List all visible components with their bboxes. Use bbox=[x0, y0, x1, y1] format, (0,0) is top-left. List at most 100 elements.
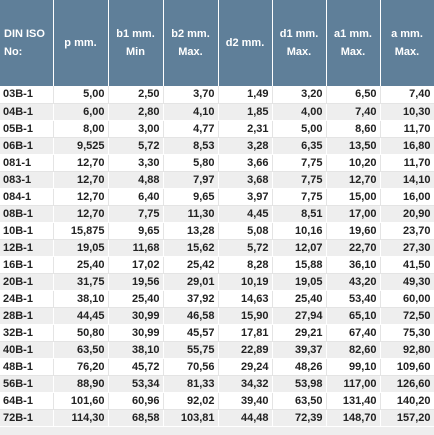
dimension-cell: 67,40 bbox=[326, 324, 381, 342]
dimension-cell: 60,96 bbox=[108, 392, 164, 410]
table-row: 081-1 12,70 3,30 5,80 3,66 7,75 10,20 11,70 bbox=[0, 154, 434, 172]
dimension-cell: 17,00 bbox=[326, 205, 381, 223]
dimension-cell: 12,70 bbox=[53, 154, 109, 172]
header-text: d2 mm. bbox=[225, 37, 265, 49]
dimension-cell: 157,20 bbox=[380, 409, 434, 427]
table-row: 48B-1 76,20 45,72 70,56 29,24 48,26 99,10 109,6… bbox=[0, 358, 434, 376]
chain-number: 48B-1 bbox=[0, 358, 54, 376]
chain-number: 04B-1 bbox=[0, 103, 54, 121]
dimension-cell: 8,53 bbox=[163, 137, 219, 155]
dimension-cell: 22,70 bbox=[326, 239, 381, 257]
dimension-cell: 12,70 bbox=[53, 188, 109, 206]
dimension-cell: 65,10 bbox=[326, 307, 381, 325]
dimension-cell: 76,20 bbox=[53, 358, 109, 376]
dimension-cell: 3,28 bbox=[218, 137, 273, 155]
dimension-cell: 3,66 bbox=[218, 154, 273, 172]
header-text: a1 mm. bbox=[334, 28, 372, 40]
dimension-cell: 16,00 bbox=[380, 188, 434, 206]
table-row: 12B-1 19,05 11,68 15,62 5,72 12,07 22,70 27,30 bbox=[0, 239, 434, 257]
dimension-cell: 25,40 bbox=[53, 256, 109, 274]
dimension-cell: 68,58 bbox=[108, 409, 164, 427]
dimension-cell: 11,70 bbox=[380, 154, 434, 172]
header-text: Min bbox=[126, 46, 145, 58]
dimension-cell: 5,72 bbox=[218, 239, 273, 257]
dimension-cell: 2,31 bbox=[218, 120, 273, 138]
table-row: 40B-1 63,50 38,10 55,75 22,89 39,37 82,60 92,80 bbox=[0, 341, 434, 359]
dimension-cell: 72,50 bbox=[380, 307, 434, 325]
dimension-cell: 8,60 bbox=[326, 120, 381, 138]
header-text: Max. bbox=[340, 46, 366, 58]
dimension-cell: 7,40 bbox=[326, 103, 381, 121]
dimension-cell: 2,50 bbox=[108, 86, 164, 104]
chain-number: 72B-1 bbox=[0, 409, 54, 427]
header-text: b2 mm. bbox=[171, 28, 210, 40]
dimension-cell: 7,75 bbox=[272, 171, 327, 189]
dimension-cell: 7,75 bbox=[272, 188, 327, 206]
dimension-cell: 3,68 bbox=[218, 171, 273, 189]
dimension-cell: 43,20 bbox=[326, 273, 381, 291]
table-row: 05B-1 8,00 3,00 4,77 2,31 5,00 8,60 11,70 bbox=[0, 120, 434, 138]
dimension-cell: 103,81 bbox=[163, 409, 219, 427]
header-text: No: bbox=[4, 46, 23, 58]
dimension-cell: 53,98 bbox=[272, 375, 327, 393]
dimension-cell: 1,85 bbox=[218, 103, 273, 121]
chain-number: 083-1 bbox=[0, 171, 54, 189]
chain-number: 20B-1 bbox=[0, 273, 54, 291]
chain-number: 08B-1 bbox=[0, 205, 54, 223]
table-row: 72B-1 114,30 68,58 103,81 44,48 72,39 148,70 15… bbox=[0, 409, 434, 427]
table-row: 04B-1 6,00 2,80 4,10 1,85 4,00 7,40 10,30 bbox=[0, 103, 434, 121]
dimension-cell: 46,58 bbox=[163, 307, 219, 325]
table-row: 24B-1 38,10 25,40 37,92 14,63 25,40 53,40 60,00 bbox=[0, 290, 434, 308]
dimension-cell: 53,40 bbox=[326, 290, 381, 308]
dimension-cell: 75,30 bbox=[380, 324, 434, 342]
table-row: 083-1 12,70 4,88 7,97 3,68 7,75 12,70 14,10 bbox=[0, 171, 434, 189]
dimension-cell: 7,97 bbox=[163, 171, 219, 189]
header-text: Max. bbox=[394, 46, 420, 58]
chain-number: 10B-1 bbox=[0, 222, 54, 240]
dimension-cell: 23,70 bbox=[380, 222, 434, 240]
dimension-cell: 10,19 bbox=[218, 273, 273, 291]
chain-number: 24B-1 bbox=[0, 290, 54, 308]
dimension-cell: 148,70 bbox=[326, 409, 381, 427]
dimension-cell: 99,10 bbox=[326, 358, 381, 376]
dimension-cell: 11,68 bbox=[108, 239, 164, 257]
dimension-cell: 4,77 bbox=[163, 120, 219, 138]
dimension-cell: 9,65 bbox=[163, 188, 219, 206]
dimension-cell: 5,80 bbox=[163, 154, 219, 172]
dimension-cell: 34,32 bbox=[218, 375, 273, 393]
dimension-cell: 126,60 bbox=[380, 375, 434, 393]
header-text: a mm. bbox=[391, 28, 423, 40]
header-cell: b2 mm. Max. bbox=[163, 0, 219, 86]
dimension-cell: 19,05 bbox=[272, 273, 327, 291]
dimension-cell: 140,20 bbox=[380, 392, 434, 410]
dimension-cell: 19,05 bbox=[53, 239, 109, 257]
dimension-cell: 8,28 bbox=[218, 256, 273, 274]
dimension-cell: 37,92 bbox=[163, 290, 219, 308]
header-cell: b1 mm. Min bbox=[108, 0, 164, 86]
dimension-cell: 72,39 bbox=[272, 409, 327, 427]
header-text: p mm. bbox=[64, 37, 97, 49]
dimension-cell: 12,70 bbox=[326, 171, 381, 189]
dimension-cell: 14,63 bbox=[218, 290, 273, 308]
dimension-cell: 3,20 bbox=[272, 86, 327, 104]
dimension-cell: 1,49 bbox=[218, 86, 273, 104]
dimension-cell: 5,00 bbox=[53, 86, 109, 104]
dimension-cell: 48,26 bbox=[272, 358, 327, 376]
dimension-cell: 3,70 bbox=[163, 86, 219, 104]
dimension-cell: 39,40 bbox=[218, 392, 273, 410]
chain-number: 28B-1 bbox=[0, 307, 54, 325]
table-row: 64B-1 101,60 60,96 92,02 39,40 63,50 131,40 140… bbox=[0, 392, 434, 410]
header-text: Max. bbox=[178, 46, 203, 58]
chain-number: 32B-1 bbox=[0, 324, 54, 342]
dimension-cell: 4,10 bbox=[163, 103, 219, 121]
table-row: 03B-1 5,00 2,50 3,70 1,49 3,20 6,50 7,40 bbox=[0, 86, 434, 104]
table-row: 16B-1 25,40 17,02 25,42 8,28 15,88 36,10 41,50 bbox=[0, 256, 434, 274]
dimension-cell: 5,00 bbox=[272, 120, 327, 138]
chain-number: 081-1 bbox=[0, 154, 54, 172]
dimension-cell: 117,00 bbox=[326, 375, 381, 393]
dimension-cell: 15,88 bbox=[272, 256, 327, 274]
header-cell: d1 mm. Max. bbox=[272, 0, 327, 86]
dimension-cell: 4,45 bbox=[218, 205, 273, 223]
dimension-cell: 44,45 bbox=[53, 307, 109, 325]
